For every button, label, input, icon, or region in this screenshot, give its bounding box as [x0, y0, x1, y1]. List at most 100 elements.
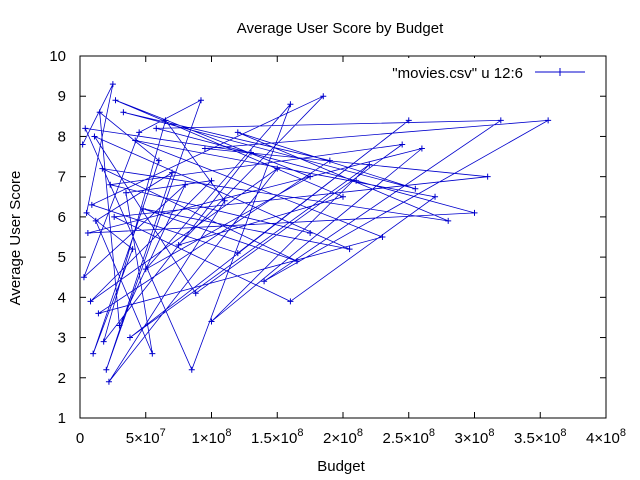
data-point-marker — [399, 141, 406, 148]
x-tick-label: 0 — [76, 430, 84, 447]
series-line — [82, 84, 549, 383]
data-point-marker — [142, 266, 149, 273]
data-point-marker — [82, 125, 89, 132]
x-tick-exponent: 8 — [297, 427, 303, 439]
axis-ticks: 1 2 3 4 5 6 7 8 9 10 0 5×107 1×108 1.5×108 2×108 2.5×10… — [49, 48, 626, 447]
y-tick-label: 1 — [58, 410, 66, 427]
legend-series-label: "movies.csv" u 12:6 — [392, 65, 523, 82]
data-point-marker — [366, 161, 373, 168]
y-tick-label: 6 — [58, 209, 66, 226]
plot-frame — [79, 55, 607, 419]
data-point-marker — [95, 310, 102, 317]
data-point-marker — [353, 177, 360, 184]
data-point-marker — [107, 181, 114, 188]
x-tick-label: 1×108 — [192, 427, 232, 447]
x-tick-label: 3×108 — [455, 427, 495, 447]
data-point-marker — [87, 298, 94, 305]
data-point-marker — [136, 129, 143, 136]
data-point-marker — [293, 258, 300, 265]
data-point-marker — [105, 378, 112, 385]
x-tick-label: 2.5×108 — [383, 427, 435, 447]
y-tick-label: 7 — [58, 169, 66, 186]
data-point-marker — [162, 117, 169, 124]
x-tick-label: 1.5×108 — [251, 427, 303, 447]
x-axis-label: Budget — [317, 458, 365, 475]
data-point-marker — [307, 173, 314, 180]
data-point-marker — [208, 177, 215, 184]
data-point-marker — [120, 109, 127, 116]
x-tick-exponent: 8 — [429, 427, 435, 439]
x-tick-exponent: 8 — [620, 427, 626, 439]
x-tick-label: 2×108 — [323, 427, 363, 447]
data-point-marker — [234, 250, 241, 257]
data-point-marker — [497, 117, 504, 124]
data-point-marker — [153, 125, 160, 132]
data-point-marker — [112, 97, 119, 104]
data-point-marker — [234, 129, 241, 136]
data-point-marker — [175, 242, 182, 249]
data-point-marker — [92, 217, 99, 224]
data-point-marker — [129, 246, 136, 253]
y-tick-label: 3 — [58, 330, 66, 347]
x-tick-exponent: 7 — [160, 427, 166, 439]
data-point-marker — [132, 137, 139, 144]
data-point-marker — [88, 201, 95, 208]
legend: "movies.csv" u 12:6 — [352, 58, 602, 84]
y-axis-label: Average User Score — [7, 171, 24, 306]
data-point-marker — [326, 157, 333, 164]
data-point-marker — [307, 229, 314, 236]
series-group — [79, 81, 552, 385]
data-point-marker — [379, 234, 386, 240]
x-tick-label: 3.5×108 — [514, 427, 566, 447]
data-point-marker — [287, 298, 294, 305]
data-point-marker — [208, 318, 215, 325]
x-tick-exponent: 8 — [357, 427, 363, 439]
data-point-marker — [545, 117, 552, 124]
data-point-marker — [83, 209, 90, 216]
data-point-marker — [320, 93, 327, 100]
y-tick-label: 9 — [58, 88, 66, 105]
data-point-marker — [91, 133, 98, 140]
data-point-marker — [346, 246, 353, 253]
data-point-marker — [197, 97, 204, 104]
data-point-marker — [432, 193, 439, 200]
x-tick-exponent: 8 — [560, 427, 566, 439]
data-point-marker — [140, 205, 147, 212]
data-point-marker — [109, 81, 116, 88]
data-point-marker — [155, 157, 162, 164]
data-point-marker — [405, 117, 412, 124]
data-point-marker — [340, 193, 346, 200]
data-point-marker — [182, 181, 189, 188]
data-point-marker — [149, 350, 156, 357]
data-point-marker — [261, 278, 268, 285]
data-point-marker — [116, 322, 123, 329]
data-point-marker — [287, 101, 294, 108]
x-tick-label: 4×108 — [586, 427, 626, 447]
data-point-marker — [418, 145, 425, 152]
data-point-marker — [274, 165, 281, 172]
data-point-marker — [412, 185, 419, 192]
data-point-marker — [484, 173, 491, 180]
data-point-marker — [201, 145, 208, 152]
data-point-marker — [188, 366, 195, 373]
chart-title: Average User Score by Budget — [237, 20, 444, 37]
data-point-marker — [84, 229, 91, 236]
data-point-marker — [80, 274, 87, 281]
data-point-marker — [79, 141, 86, 148]
data-point-marker — [221, 197, 228, 204]
data-point-marker — [96, 109, 103, 116]
x-tick-exponent: 8 — [488, 427, 494, 439]
y-tick-label: 4 — [58, 289, 66, 306]
x-tick-exponent: 8 — [225, 427, 231, 439]
data-point-marker — [103, 366, 110, 373]
data-point-marker — [90, 350, 97, 357]
data-point-marker — [247, 149, 254, 156]
data-point-marker — [445, 217, 452, 224]
y-tick-label: 5 — [58, 249, 66, 266]
data-point-marker — [169, 169, 176, 176]
data-point-marker — [99, 165, 106, 172]
data-point-marker — [192, 290, 199, 297]
y-tick-label: 2 — [58, 370, 66, 387]
data-point-marker — [123, 189, 130, 196]
